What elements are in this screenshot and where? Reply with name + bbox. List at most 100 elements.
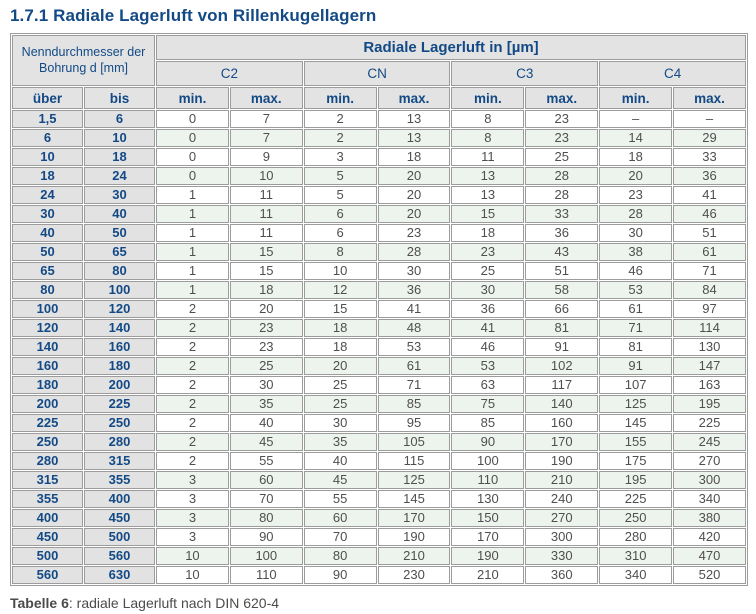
value-cell: 210 — [377, 547, 451, 565]
value-cell: 46 — [451, 338, 525, 356]
range-cell: 6 — [84, 110, 156, 128]
value-cell: 20 — [229, 300, 303, 318]
value-cell: 85 — [451, 414, 525, 432]
range-cell: 100 — [12, 300, 83, 318]
value-cell: 20 — [599, 167, 673, 185]
value-cell: 1 — [156, 243, 229, 261]
value-cell: 330 — [525, 547, 599, 565]
value-cell: 3 — [156, 528, 229, 546]
value-cell: 55 — [229, 452, 303, 470]
value-cell: 3 — [156, 471, 229, 489]
value-cell: 13 — [377, 110, 451, 128]
value-cell: 15 — [303, 300, 377, 318]
value-cell: 35 — [303, 433, 377, 451]
value-cell: 13 — [451, 186, 525, 204]
value-cell: 1 — [156, 281, 229, 299]
value-cell: 15 — [229, 243, 303, 261]
value-cell: 0 — [156, 110, 229, 128]
table-row: 65 80 1 15 10 30 25 51 46 71 — [12, 262, 746, 280]
range-cell: 6 — [12, 129, 83, 147]
value-cell: 14 — [599, 129, 673, 147]
range-cell: 500 — [84, 528, 156, 546]
value-cell: 190 — [451, 547, 525, 565]
value-cell: 380 — [673, 509, 746, 527]
value-cell: 2 — [303, 110, 377, 128]
table-row: 250 280 2 45 35 105 90 170 155 245 — [12, 433, 746, 451]
value-cell: 170 — [451, 528, 525, 546]
value-cell: 28 — [599, 205, 673, 223]
value-cell: 18 — [303, 319, 377, 337]
value-cell: 7 — [229, 129, 303, 147]
value-cell: 10 — [156, 566, 229, 584]
value-cell: 43 — [525, 243, 599, 261]
range-cell: 1,5 — [12, 110, 83, 128]
value-cell: 38 — [599, 243, 673, 261]
value-cell: 7 — [229, 110, 303, 128]
range-cell: 40 — [84, 205, 156, 223]
range-cell: 400 — [12, 509, 83, 527]
value-cell: 23 — [525, 110, 599, 128]
value-cell: 35 — [229, 395, 303, 413]
range-cell: 18 — [12, 167, 83, 185]
range-cell: 250 — [84, 414, 156, 432]
value-cell: 95 — [377, 414, 451, 432]
value-cell: 15 — [451, 205, 525, 223]
value-cell: 170 — [525, 433, 599, 451]
value-cell: 18 — [599, 148, 673, 166]
table-row: 1,5 6 0 7 2 13 8 23– – — [12, 110, 746, 128]
value-cell: 36 — [451, 300, 525, 318]
range-cell: 80 — [84, 262, 156, 280]
group-header-c4: C4 — [599, 61, 746, 86]
table-row: 50 65 1 15 8 28 23 43 38 61 — [12, 243, 746, 261]
max-header-c3: max. — [525, 87, 599, 109]
table-row: 30 40 1 11 6 20 15 33 28 46 — [12, 205, 746, 223]
value-cell: 100 — [229, 547, 303, 565]
value-cell: 30 — [377, 262, 451, 280]
value-cell: 45 — [303, 471, 377, 489]
value-cell: 23 — [377, 224, 451, 242]
value-cell: 33 — [673, 148, 746, 166]
value-cell: 18 — [377, 148, 451, 166]
value-cell: 71 — [599, 319, 673, 337]
header-row-sub: über bis min. max. min. max. min. max. m… — [12, 87, 746, 109]
table-header: Nenndurchmesser der Bohrung d [mm] Radia… — [12, 35, 746, 109]
value-cell: – — [599, 110, 673, 128]
value-cell: 195 — [599, 471, 673, 489]
value-cell: 115 — [377, 452, 451, 470]
value-cell: 25 — [451, 262, 525, 280]
value-cell: 29 — [673, 129, 746, 147]
value-cell: 130 — [673, 338, 746, 356]
value-cell: 53 — [599, 281, 673, 299]
value-cell: 2 — [156, 433, 229, 451]
value-cell: 520 — [673, 566, 746, 584]
value-cell: 470 — [673, 547, 746, 565]
value-cell: 81 — [599, 338, 673, 356]
range-cell: 18 — [84, 148, 156, 166]
value-cell: 110 — [229, 566, 303, 584]
value-cell: 360 — [525, 566, 599, 584]
value-cell: 2 — [156, 338, 229, 356]
value-cell: 41 — [377, 300, 451, 318]
value-cell: 114 — [673, 319, 746, 337]
value-cell: 0 — [156, 148, 229, 166]
value-cell: 45 — [229, 433, 303, 451]
value-cell: 13 — [377, 129, 451, 147]
value-cell: 23 — [229, 338, 303, 356]
value-cell: 9 — [229, 148, 303, 166]
value-cell: 190 — [525, 452, 599, 470]
value-cell: 11 — [229, 205, 303, 223]
range-cell: 10 — [12, 148, 83, 166]
range-cell: 315 — [12, 471, 83, 489]
value-cell: 51 — [673, 224, 746, 242]
value-cell: 2 — [156, 414, 229, 432]
value-cell: 117 — [525, 376, 599, 394]
value-cell: 75 — [451, 395, 525, 413]
value-cell: 280 — [599, 528, 673, 546]
value-cell: 1 — [156, 205, 229, 223]
range-cell: 225 — [84, 395, 156, 413]
table-row: 450 500 3 90 70 190 170 300 280 420 — [12, 528, 746, 546]
table-row: 10 18 0 9 3 18 11 25 18 33 — [12, 148, 746, 166]
value-cell: 40 — [303, 452, 377, 470]
table-row: 6 10 0 7 2 13 8 23 14 29 — [12, 129, 746, 147]
